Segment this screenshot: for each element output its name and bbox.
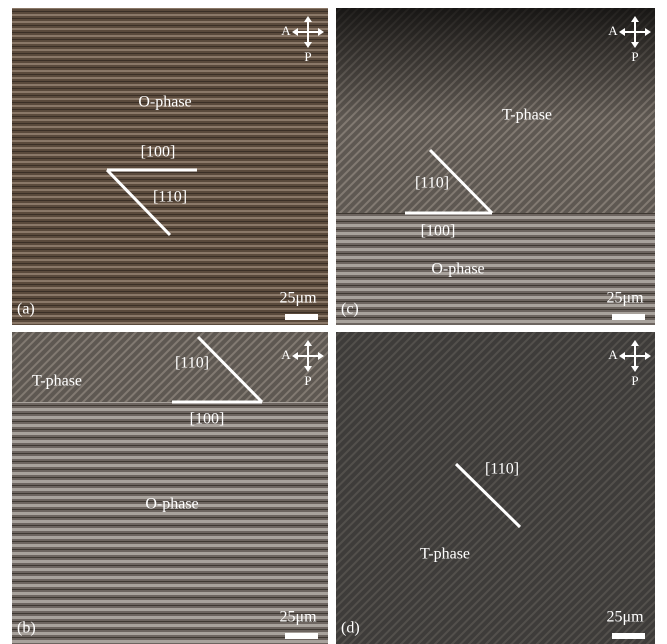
shade	[336, 8, 655, 325]
panel-label: (d)	[341, 620, 360, 637]
direction-label: [100]	[141, 144, 176, 161]
polarizer-label: P	[304, 49, 311, 64]
micrograph-panel: T-phase O-phase [110] [100] (b) 25μm AP	[12, 332, 328, 644]
phase-label: T-phase	[502, 107, 552, 124]
scale-bar	[612, 633, 645, 639]
micrograph-panel: T-phase O-phase [110] [100] (c) 25μm AP	[336, 8, 655, 325]
polarizer-label: P	[304, 373, 311, 388]
panel-label: (a)	[17, 301, 35, 318]
direction-label: [110]	[175, 355, 209, 372]
direction-label: [110]	[485, 461, 519, 478]
panel-label: (b)	[17, 620, 36, 637]
direction-label: [100]	[421, 223, 456, 240]
analyzer-label: A	[281, 23, 291, 38]
phase-label: O-phase	[138, 94, 191, 111]
scale-bar-label: 25μm	[606, 609, 644, 626]
phase-label: T-phase	[32, 373, 82, 390]
direction-label: [100]	[190, 411, 225, 428]
scale-bar	[612, 314, 645, 320]
scale-bar-label: 25μm	[279, 609, 317, 626]
phase-label: O-phase	[431, 261, 484, 278]
analyzer-label: A	[281, 347, 291, 362]
micrograph-region	[336, 332, 655, 644]
phase-label: O-phase	[145, 496, 198, 513]
scale-bar-label: 25μm	[279, 290, 317, 307]
direction-label: [110]	[415, 175, 449, 192]
direction-label: [110]	[153, 189, 187, 206]
scale-bar-label: 25μm	[606, 290, 644, 307]
scale-bar	[285, 633, 318, 639]
micrograph-region	[12, 332, 328, 402]
micrograph-region	[12, 8, 328, 325]
scale-bar	[285, 314, 318, 320]
analyzer-label: A	[608, 23, 618, 38]
micrograph-panel: T-phase [110] (d) 25μm AP	[336, 332, 655, 644]
micrograph-panel: O-phase [100] [110] (a) 25μm AP	[12, 8, 328, 325]
panel-label: (c)	[341, 301, 359, 318]
figure: O-phase[100][110](a)25μmAPT-phaseO-phase…	[0, 0, 667, 644]
polarizer-label: P	[631, 373, 638, 388]
polarizer-label: P	[631, 49, 638, 64]
phase-label: T-phase	[420, 546, 470, 563]
analyzer-label: A	[608, 347, 618, 362]
